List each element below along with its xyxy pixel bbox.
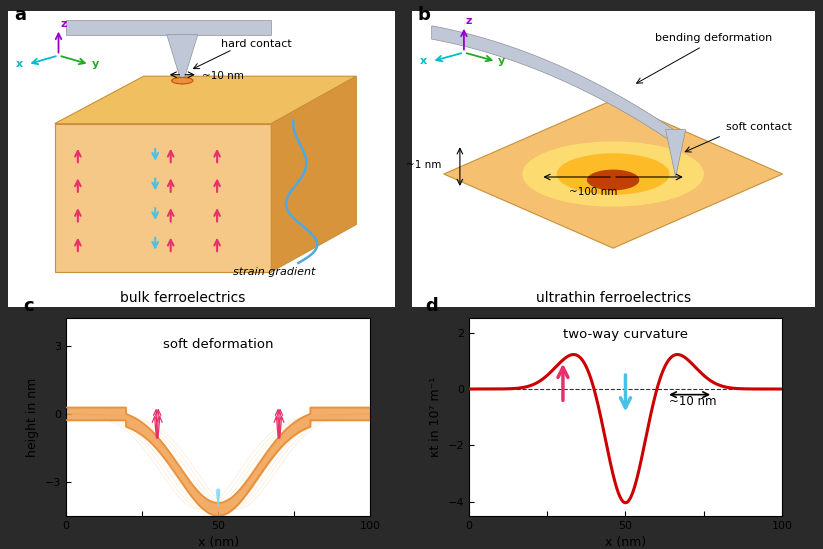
Text: z: z [60, 19, 67, 29]
Text: strain gradient: strain gradient [233, 267, 315, 277]
Text: ultrathin ferroelectrics: ultrathin ferroelectrics [536, 290, 690, 305]
Text: bending deformation: bending deformation [655, 32, 773, 43]
Text: bulk ferroelectrics: bulk ferroelectrics [119, 290, 245, 305]
Text: ~10 nm: ~10 nm [669, 395, 717, 407]
Polygon shape [167, 35, 198, 85]
Polygon shape [66, 20, 272, 35]
Polygon shape [444, 100, 783, 248]
Text: y: y [91, 59, 99, 69]
Ellipse shape [556, 153, 670, 195]
Polygon shape [431, 26, 673, 143]
Ellipse shape [523, 142, 704, 206]
Y-axis label: height in nm: height in nm [26, 378, 39, 457]
Polygon shape [54, 76, 356, 124]
Polygon shape [272, 76, 356, 272]
Polygon shape [54, 124, 272, 272]
Ellipse shape [172, 77, 193, 84]
Ellipse shape [587, 170, 639, 191]
X-axis label: x (nm): x (nm) [198, 536, 239, 549]
Text: c: c [23, 296, 34, 315]
Text: hard contact: hard contact [221, 38, 291, 48]
Text: ~10 nm: ~10 nm [202, 71, 244, 81]
Text: a: a [14, 6, 26, 24]
Text: soft deformation: soft deformation [163, 338, 273, 351]
Text: soft contact: soft contact [726, 121, 792, 132]
Text: x: x [420, 57, 426, 66]
Polygon shape [666, 130, 686, 177]
X-axis label: x (nm): x (nm) [605, 536, 646, 549]
Text: b: b [417, 6, 430, 24]
Text: ~1 nm: ~1 nm [406, 160, 441, 170]
Text: two-way curvature: two-way curvature [563, 328, 688, 341]
Text: ~100 nm: ~100 nm [569, 187, 617, 197]
Text: x: x [16, 59, 23, 69]
Text: y: y [498, 57, 505, 66]
Text: z: z [466, 16, 472, 26]
Text: d: d [425, 296, 438, 315]
Y-axis label: κt in 10⁷ m⁻¹: κt in 10⁷ m⁻¹ [429, 377, 442, 457]
